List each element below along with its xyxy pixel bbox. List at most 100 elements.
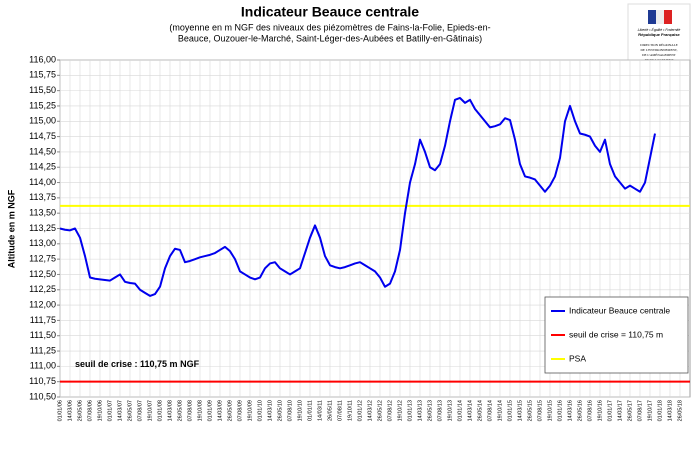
x-tick-label: 07/08/17 (637, 400, 643, 421)
x-tick-label: 14/03/17 (617, 400, 623, 421)
data-line (59, 96, 656, 297)
x-tick-label: 19/10/11 (347, 400, 353, 421)
x-tick-label: 07/08/13 (437, 400, 443, 421)
x-tick-label: 26/05/10 (277, 400, 283, 421)
x-tick-label: 19/10/09 (247, 400, 253, 421)
x-tick-label: 26/05/09 (227, 400, 233, 421)
x-tick-label: 26/05/17 (627, 400, 633, 421)
y-tick-label: 111,75 (30, 315, 56, 325)
y-tick-label: 113,25 (29, 223, 56, 233)
annotation: seuil de crise : 110,75 m NGF (75, 359, 200, 369)
x-tick-label: 26/05/11 (327, 400, 333, 421)
flag-red (664, 10, 672, 24)
x-tick-label: 19/10/10 (297, 400, 303, 421)
x-tick-label: 01/01/12 (357, 400, 363, 421)
x-tick-label: 14/03/11 (317, 400, 323, 421)
y-tick-label: 112,00 (29, 299, 56, 309)
x-tick-label: 26/05/06 (77, 400, 83, 421)
chart-subtitle: Beauce, Ouzouer-le-Marché, Saint-Léger-d… (178, 33, 482, 43)
y-tick-label: 113,75 (29, 192, 56, 202)
x-tick-label: 26/05/18 (677, 400, 683, 421)
logo-text: République Française (638, 32, 680, 37)
y-tick-label: 110,50 (29, 391, 56, 401)
y-tick-label: 111,00 (30, 361, 56, 371)
x-tick-label: 14/03/16 (567, 400, 573, 421)
y-tick-label: 114,75 (29, 131, 56, 141)
x-tick-label: 07/08/08 (187, 400, 193, 421)
x-tick-label: 01/01/17 (607, 400, 613, 421)
x-tick-label: 14/03/08 (167, 400, 173, 421)
x-tick-label: 01/01/09 (207, 400, 213, 421)
y-tick-label: 111,25 (30, 345, 56, 355)
x-tick-label: 14/03/13 (417, 400, 423, 421)
logo-text: DE L'AMÉNAGEMENT (642, 52, 676, 57)
legend-label: Indicateur Beauce centrale (569, 305, 670, 315)
x-tick-label: 19/10/17 (647, 400, 653, 421)
legend-label: seuil de crise = 110,75 m (569, 329, 663, 339)
x-tick-label: 14/03/15 (517, 400, 523, 421)
chart-title: Indicateur Beauce centrale (241, 4, 419, 20)
y-tick-label: 114,50 (29, 146, 56, 156)
y-tick-label: 113,50 (29, 208, 56, 218)
x-tick-label: 14/03/07 (117, 400, 123, 421)
x-tick-label: 07/08/12 (387, 400, 393, 421)
x-tick-label: 19/10/08 (197, 400, 203, 421)
x-tick-label: 26/05/12 (377, 400, 383, 421)
x-tick-label: 01/01/08 (157, 400, 163, 421)
x-tick-label: 07/08/15 (537, 400, 543, 421)
x-tick-label: 01/01/18 (657, 400, 663, 421)
y-tick-label: 114,00 (29, 177, 56, 187)
y-tick-label: 112,50 (29, 269, 56, 279)
x-tick-label: 01/01/07 (107, 400, 113, 421)
x-tick-label: 01/01/10 (257, 400, 263, 421)
x-tick-label: 01/01/15 (507, 400, 513, 421)
y-tick-label: 115,50 (29, 85, 56, 95)
x-tick-label: 14/03/09 (217, 400, 223, 421)
y-tick-label: 115,75 (29, 70, 56, 80)
x-tick-label: 26/05/15 (527, 400, 533, 421)
x-tick-label: 01/01/11 (307, 400, 313, 421)
y-axis-label: Altitude en m NGF (6, 189, 16, 268)
x-tick-label: 19/10/12 (397, 400, 403, 421)
y-tick-label: 110,75 (29, 376, 56, 386)
x-tick-label: 19/10/07 (147, 400, 153, 421)
x-tick-label: 01/01/13 (407, 400, 413, 421)
y-tick-label: 112,75 (29, 254, 56, 264)
x-tick-label: 07/08/11 (337, 400, 343, 421)
x-tick-label: 07/08/16 (587, 400, 593, 421)
x-tick-label: 14/03/18 (667, 400, 673, 421)
y-tick-label: 114,25 (29, 162, 56, 172)
y-tick-label: 113,00 (29, 238, 56, 248)
x-tick-label: 26/05/14 (477, 400, 483, 421)
chart-subtitle: (moyenne en m NGF des niveaux des piézom… (169, 22, 490, 32)
x-tick-label: 19/10/16 (597, 400, 603, 421)
x-tick-label: 01/01/14 (457, 400, 463, 421)
y-tick-label: 112,25 (29, 284, 56, 294)
y-tick-label: 116,00 (29, 54, 56, 64)
legend: Indicateur Beauce centrale seuil de crise… (544, 296, 689, 374)
x-tick-label: 19/10/06 (97, 400, 103, 421)
logo-text: DE L'ENVIRONNEMENT, (641, 48, 678, 53)
x-tick-label: 14/03/10 (267, 400, 273, 421)
y-tick-label: 111,50 (30, 330, 56, 340)
x-tick-label: 26/05/07 (127, 400, 133, 421)
flag-white (656, 10, 664, 24)
x-tick-label: 01/01/06 (57, 400, 63, 421)
x-tick-label: 19/10/14 (497, 400, 503, 421)
x-tick-label: 07/08/10 (287, 400, 293, 421)
legend-label: PSA (569, 353, 586, 363)
x-tick-label: 07/08/06 (87, 400, 93, 421)
x-tick-label: 26/05/16 (577, 400, 583, 421)
logo-text: DIRECTION RÉGIONALE (640, 42, 677, 47)
legend-frame (544, 296, 689, 374)
x-tick-label: 14/03/06 (67, 400, 73, 421)
y-tick-label: 115,00 (29, 116, 56, 126)
x-tick-label: 19/10/13 (447, 400, 453, 421)
x-tick-label: 07/08/09 (237, 400, 243, 421)
x-tick-label: 26/05/08 (177, 400, 183, 421)
x-tick-label: 26/05/13 (427, 400, 433, 421)
x-tick-label: 19/10/15 (547, 400, 553, 421)
y-tick-label: 115,25 (29, 100, 56, 110)
x-tick-label: 07/08/07 (137, 400, 143, 421)
